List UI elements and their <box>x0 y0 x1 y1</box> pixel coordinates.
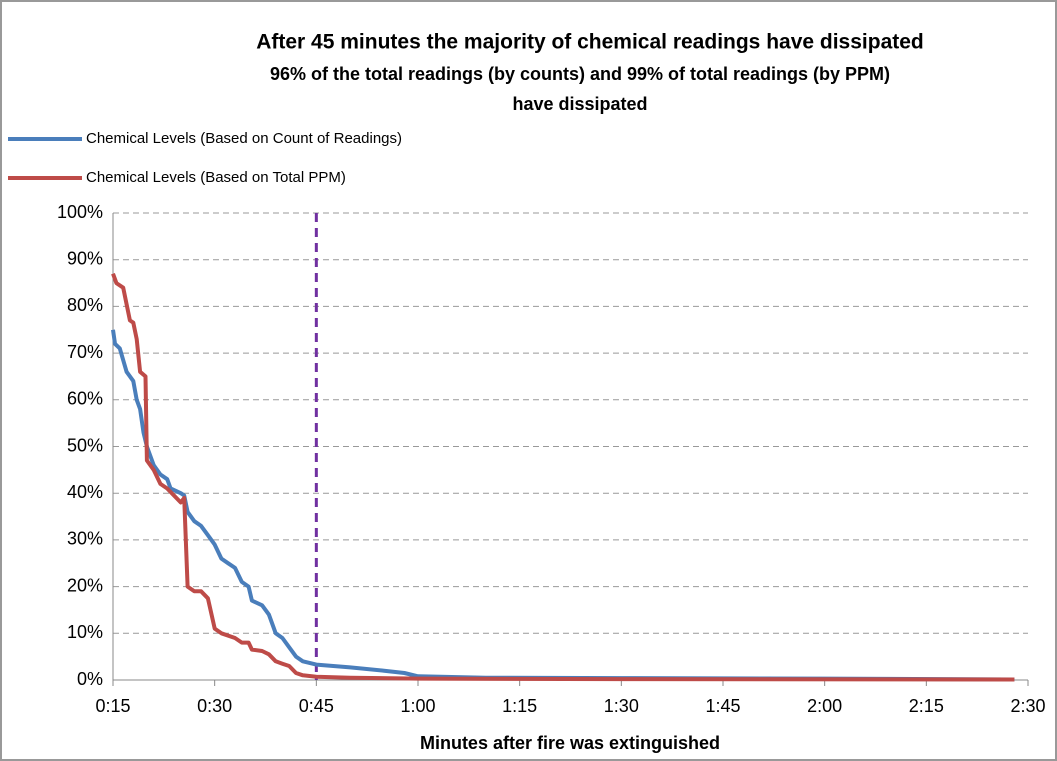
chart-subtitle: have dissipated <box>512 94 647 114</box>
x-tick-label: 2:00 <box>807 696 842 716</box>
y-tick-label: 30% <box>67 529 103 549</box>
x-tick-label: 1:15 <box>502 696 537 716</box>
data-line <box>111 329 1015 682</box>
y-tick-label: 100% <box>57 202 103 222</box>
data-line <box>111 273 1015 682</box>
x-tick-label: 1:30 <box>604 696 639 716</box>
x-tick-label: 0:45 <box>299 696 334 716</box>
y-tick-label: 60% <box>67 389 103 409</box>
y-tick-label: 80% <box>67 295 103 315</box>
y-tick-label: 0% <box>77 669 103 689</box>
y-tick-label: 40% <box>67 482 103 502</box>
x-tick-label: 1:00 <box>400 696 435 716</box>
y-tick-label: 50% <box>67 435 103 455</box>
y-tick-label: 20% <box>67 575 103 595</box>
x-tick-label: 0:15 <box>95 696 130 716</box>
x-tick-label: 2:30 <box>1010 696 1045 716</box>
chart-title: After 45 minutes the majority of chemica… <box>256 31 924 54</box>
x-tick-label: 1:45 <box>705 696 740 716</box>
x-tick-label: 2:15 <box>909 696 944 716</box>
y-tick-label: 70% <box>67 342 103 362</box>
y-tick-label: 90% <box>67 248 103 268</box>
y-tick-label: 10% <box>67 622 103 642</box>
x-axis-title: Minutes after fire was extinguished <box>420 733 720 753</box>
chart-subtitle: 96% of the total readings (by counts) an… <box>270 64 890 84</box>
legend-label: Chemical Levels (Based on Total PPM) <box>86 169 346 186</box>
x-tick-label: 0:30 <box>197 696 232 716</box>
legend-label: Chemical Levels (Based on Count of Readi… <box>86 130 402 147</box>
